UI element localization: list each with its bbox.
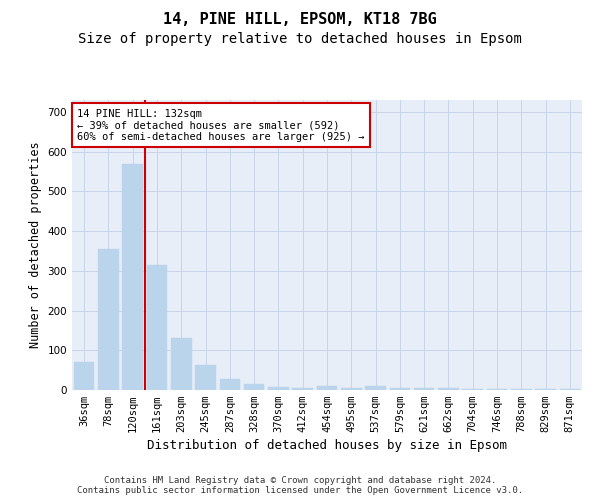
- Y-axis label: Number of detached properties: Number of detached properties: [29, 142, 42, 348]
- Bar: [146, 265, 167, 390]
- Bar: [98, 249, 119, 390]
- Bar: [487, 389, 508, 390]
- Bar: [171, 338, 191, 390]
- Bar: [511, 389, 532, 390]
- Text: Size of property relative to detached houses in Epsom: Size of property relative to detached ho…: [78, 32, 522, 46]
- Bar: [292, 388, 313, 390]
- Bar: [365, 386, 386, 390]
- Text: Contains HM Land Registry data © Crown copyright and database right 2024.
Contai: Contains HM Land Registry data © Crown c…: [77, 476, 523, 495]
- Bar: [414, 388, 434, 390]
- X-axis label: Distribution of detached houses by size in Epsom: Distribution of detached houses by size …: [147, 440, 507, 452]
- Bar: [341, 388, 362, 390]
- Bar: [535, 389, 556, 390]
- Bar: [195, 365, 216, 390]
- Bar: [389, 388, 410, 390]
- Bar: [268, 387, 289, 390]
- Bar: [122, 164, 143, 390]
- Bar: [463, 389, 483, 390]
- Text: 14, PINE HILL, EPSOM, KT18 7BG: 14, PINE HILL, EPSOM, KT18 7BG: [163, 12, 437, 28]
- Bar: [74, 362, 94, 390]
- Bar: [220, 379, 240, 390]
- Bar: [317, 386, 337, 390]
- Text: 14 PINE HILL: 132sqm
← 39% of detached houses are smaller (592)
60% of semi-deta: 14 PINE HILL: 132sqm ← 39% of detached h…: [77, 108, 365, 142]
- Bar: [244, 384, 265, 390]
- Bar: [560, 389, 580, 390]
- Bar: [438, 388, 459, 390]
